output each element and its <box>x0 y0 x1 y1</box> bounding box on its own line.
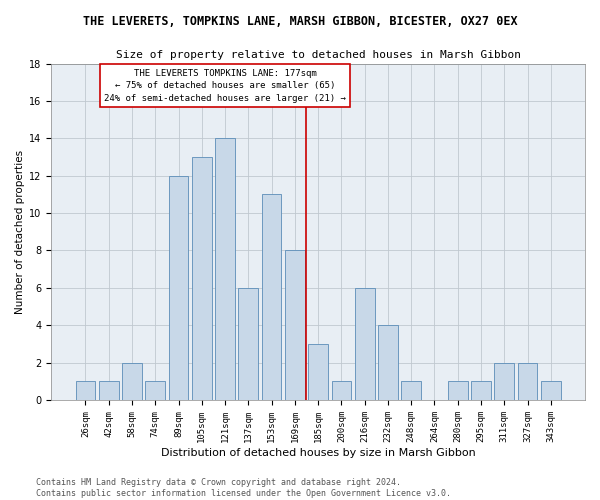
Bar <box>401 382 421 400</box>
Bar <box>285 250 305 400</box>
Bar <box>448 382 467 400</box>
Bar <box>355 288 374 400</box>
Bar <box>99 382 119 400</box>
Bar <box>378 325 398 400</box>
Bar <box>308 344 328 400</box>
Bar <box>169 176 188 400</box>
Y-axis label: Number of detached properties: Number of detached properties <box>15 150 25 314</box>
X-axis label: Distribution of detached houses by size in Marsh Gibbon: Distribution of detached houses by size … <box>161 448 476 458</box>
Text: THE LEVERETS, TOMPKINS LANE, MARSH GIBBON, BICESTER, OX27 0EX: THE LEVERETS, TOMPKINS LANE, MARSH GIBBO… <box>83 15 517 28</box>
Text: THE LEVERETS TOMPKINS LANE: 177sqm
← 75% of detached houses are smaller (65)
24%: THE LEVERETS TOMPKINS LANE: 177sqm ← 75%… <box>104 69 346 103</box>
Bar <box>332 382 351 400</box>
Bar <box>262 194 281 400</box>
Bar <box>238 288 258 400</box>
Bar <box>145 382 165 400</box>
Bar <box>471 382 491 400</box>
Bar <box>494 362 514 400</box>
Bar <box>215 138 235 400</box>
Bar <box>192 157 212 400</box>
Bar <box>76 382 95 400</box>
Bar <box>541 382 561 400</box>
Title: Size of property relative to detached houses in Marsh Gibbon: Size of property relative to detached ho… <box>116 50 521 60</box>
Bar <box>122 362 142 400</box>
Bar <box>518 362 538 400</box>
Text: Contains HM Land Registry data © Crown copyright and database right 2024.
Contai: Contains HM Land Registry data © Crown c… <box>36 478 451 498</box>
